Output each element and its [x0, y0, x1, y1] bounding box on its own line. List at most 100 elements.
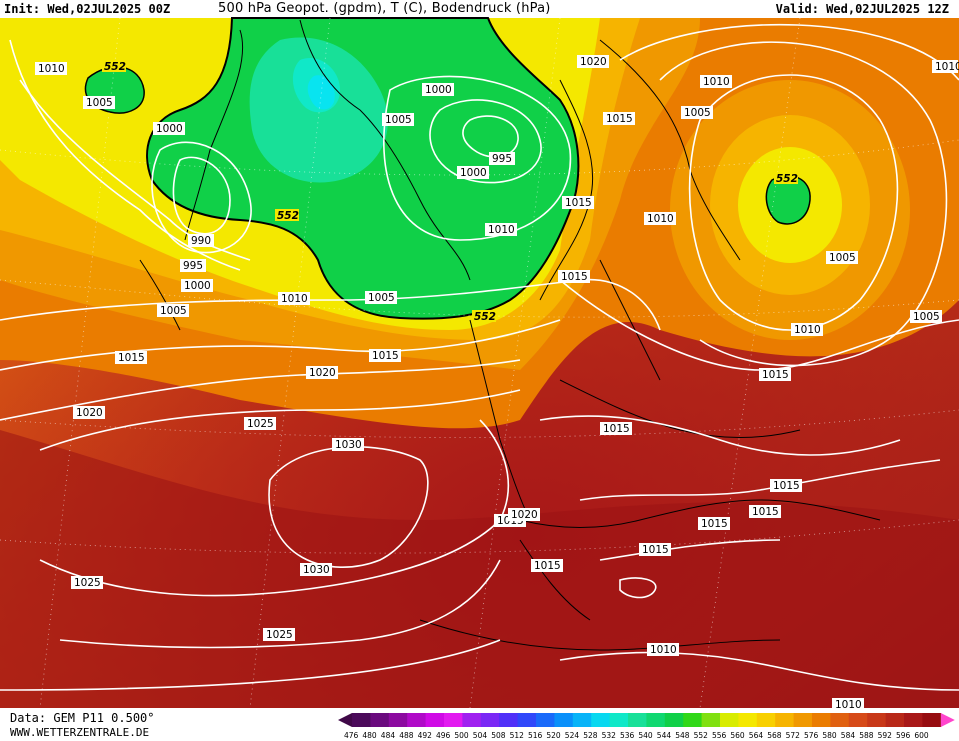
- legend-tick-label: 508: [491, 731, 506, 740]
- legend-swatch: [370, 713, 390, 727]
- isobar-label: 1015: [603, 112, 635, 125]
- isobar-label: 1020: [306, 366, 338, 379]
- isobar-label: 1020: [577, 55, 609, 68]
- isobar-label: 1010: [700, 75, 732, 88]
- svg-text:1010: 1010: [650, 644, 677, 656]
- legend-swatch: [462, 713, 482, 727]
- svg-text:1010: 1010: [703, 76, 730, 88]
- legend-tick-label: 536: [620, 731, 635, 740]
- legend-tick-label: 532: [602, 731, 617, 740]
- legend-tick-label: 548: [675, 731, 690, 740]
- legend-tick-label: 524: [565, 731, 580, 740]
- isobar-label: 1010: [644, 212, 676, 225]
- isobar-label: 1010: [278, 292, 310, 305]
- legend-tick-label: 528: [583, 731, 598, 740]
- svg-text:990: 990: [191, 235, 211, 247]
- legend-tick-label: 480: [362, 731, 377, 740]
- svg-text:1025: 1025: [266, 629, 293, 641]
- isobar-label: 1005: [157, 304, 189, 317]
- svg-text:1010: 1010: [935, 61, 959, 73]
- legend-swatch: [517, 713, 537, 727]
- legend-tick-label: 596: [896, 731, 911, 740]
- legend-tick-label: 484: [381, 731, 396, 740]
- legend-swatch: [664, 713, 684, 727]
- svg-text:995: 995: [183, 260, 203, 272]
- isobar-label: 1030: [332, 438, 364, 451]
- legend-swatch: [591, 713, 610, 727]
- legend-tick-label: 588: [859, 731, 874, 740]
- website-credit: WWW.WETTERZENTRALE.DE: [10, 726, 150, 739]
- legend-swatch: [720, 713, 739, 727]
- isobar-label: 990: [188, 234, 214, 247]
- map-title: 500 hPa Geopot. (gpdm), T (C), Bodendruc…: [218, 1, 551, 16]
- svg-text:1015: 1015: [773, 480, 800, 492]
- svg-text:1015: 1015: [534, 560, 561, 572]
- svg-text:1020: 1020: [76, 407, 103, 419]
- svg-text:1005: 1005: [160, 305, 187, 317]
- svg-text:1015: 1015: [372, 350, 399, 362]
- svg-text:1010: 1010: [647, 213, 674, 225]
- geopotential-label-group: 552 552 552 552: [102, 60, 798, 323]
- legend-swatch: [812, 713, 831, 727]
- svg-text:1005: 1005: [913, 311, 940, 323]
- legend-swatch: [554, 713, 574, 727]
- isobar-label: 1015: [749, 505, 781, 518]
- legend-labels: 476 480 484 488 492 496 500 504 508 512 516 520 524 5…: [344, 731, 929, 740]
- isobars: [0, 23, 959, 691]
- isobar-label: 1030: [300, 563, 332, 576]
- legend-swatch: [738, 713, 758, 727]
- isobar-label: 1015: [115, 351, 147, 364]
- svg-text:1010: 1010: [835, 699, 862, 711]
- legend-tick-label: 496: [436, 731, 451, 740]
- legend-tick-label: 512: [510, 731, 525, 740]
- svg-text:1005: 1005: [684, 107, 711, 119]
- legend-high-arrow: [940, 713, 955, 727]
- legend-swatch: [444, 713, 463, 727]
- isobar-label: 1000: [422, 83, 454, 96]
- geopotential-label: 552: [275, 209, 299, 222]
- isobar-label: 1025: [71, 576, 103, 589]
- legend-swatch: [352, 713, 371, 727]
- svg-text:1015: 1015: [762, 369, 789, 381]
- legend-swatch: [848, 713, 868, 727]
- svg-text:1025: 1025: [247, 418, 274, 430]
- isobar-label: 995: [180, 259, 206, 272]
- legend-tick-label: 540: [638, 731, 653, 740]
- legend-tick-label: 552: [694, 731, 709, 740]
- svg-text:1015: 1015: [606, 113, 633, 125]
- svg-text:1000: 1000: [184, 280, 211, 292]
- legend-tick-label: 584: [841, 731, 856, 740]
- svg-text:1010: 1010: [38, 63, 65, 75]
- svg-text:552: 552: [277, 210, 299, 222]
- isobar-label: 1005: [681, 106, 713, 119]
- svg-text:1015: 1015: [752, 506, 779, 518]
- svg-text:1000: 1000: [156, 123, 183, 135]
- svg-text:1015: 1015: [603, 423, 630, 435]
- field-trough-cyan-center: [307, 75, 335, 110]
- legend-tick-label: 576: [804, 731, 819, 740]
- isobar-label: 1015: [759, 368, 791, 381]
- isobar-label-group: 1010 1005 1000 1000 1005 995 1000 1010 1…: [35, 55, 959, 711]
- isobar-label: 1025: [263, 628, 295, 641]
- svg-text:1015: 1015: [701, 518, 728, 530]
- legend-swatch: [867, 713, 886, 727]
- svg-text:1020: 1020: [511, 509, 538, 521]
- init-time: Init: Wed,02JUL2025 00Z: [4, 2, 171, 16]
- legend-tick-label: 500: [454, 731, 469, 740]
- isobar-label: 1015: [770, 479, 802, 492]
- isobar-label: 1005: [365, 291, 397, 304]
- isobar-label: 1005: [826, 251, 858, 264]
- svg-text:552: 552: [776, 173, 798, 185]
- isobar-label: 1010: [485, 223, 517, 236]
- isobar-label: 1010: [932, 60, 959, 73]
- legend-swatch: [775, 713, 794, 727]
- svg-text:1010: 1010: [488, 224, 515, 236]
- legend-tick-label: 580: [822, 731, 837, 740]
- svg-text:552: 552: [474, 311, 496, 323]
- legend-tick-label: 492: [418, 731, 433, 740]
- legend-swatch: [793, 713, 813, 727]
- legend-tick-label: 564: [749, 731, 764, 740]
- legend-swatch: [609, 713, 629, 727]
- svg-text:1030: 1030: [335, 439, 362, 451]
